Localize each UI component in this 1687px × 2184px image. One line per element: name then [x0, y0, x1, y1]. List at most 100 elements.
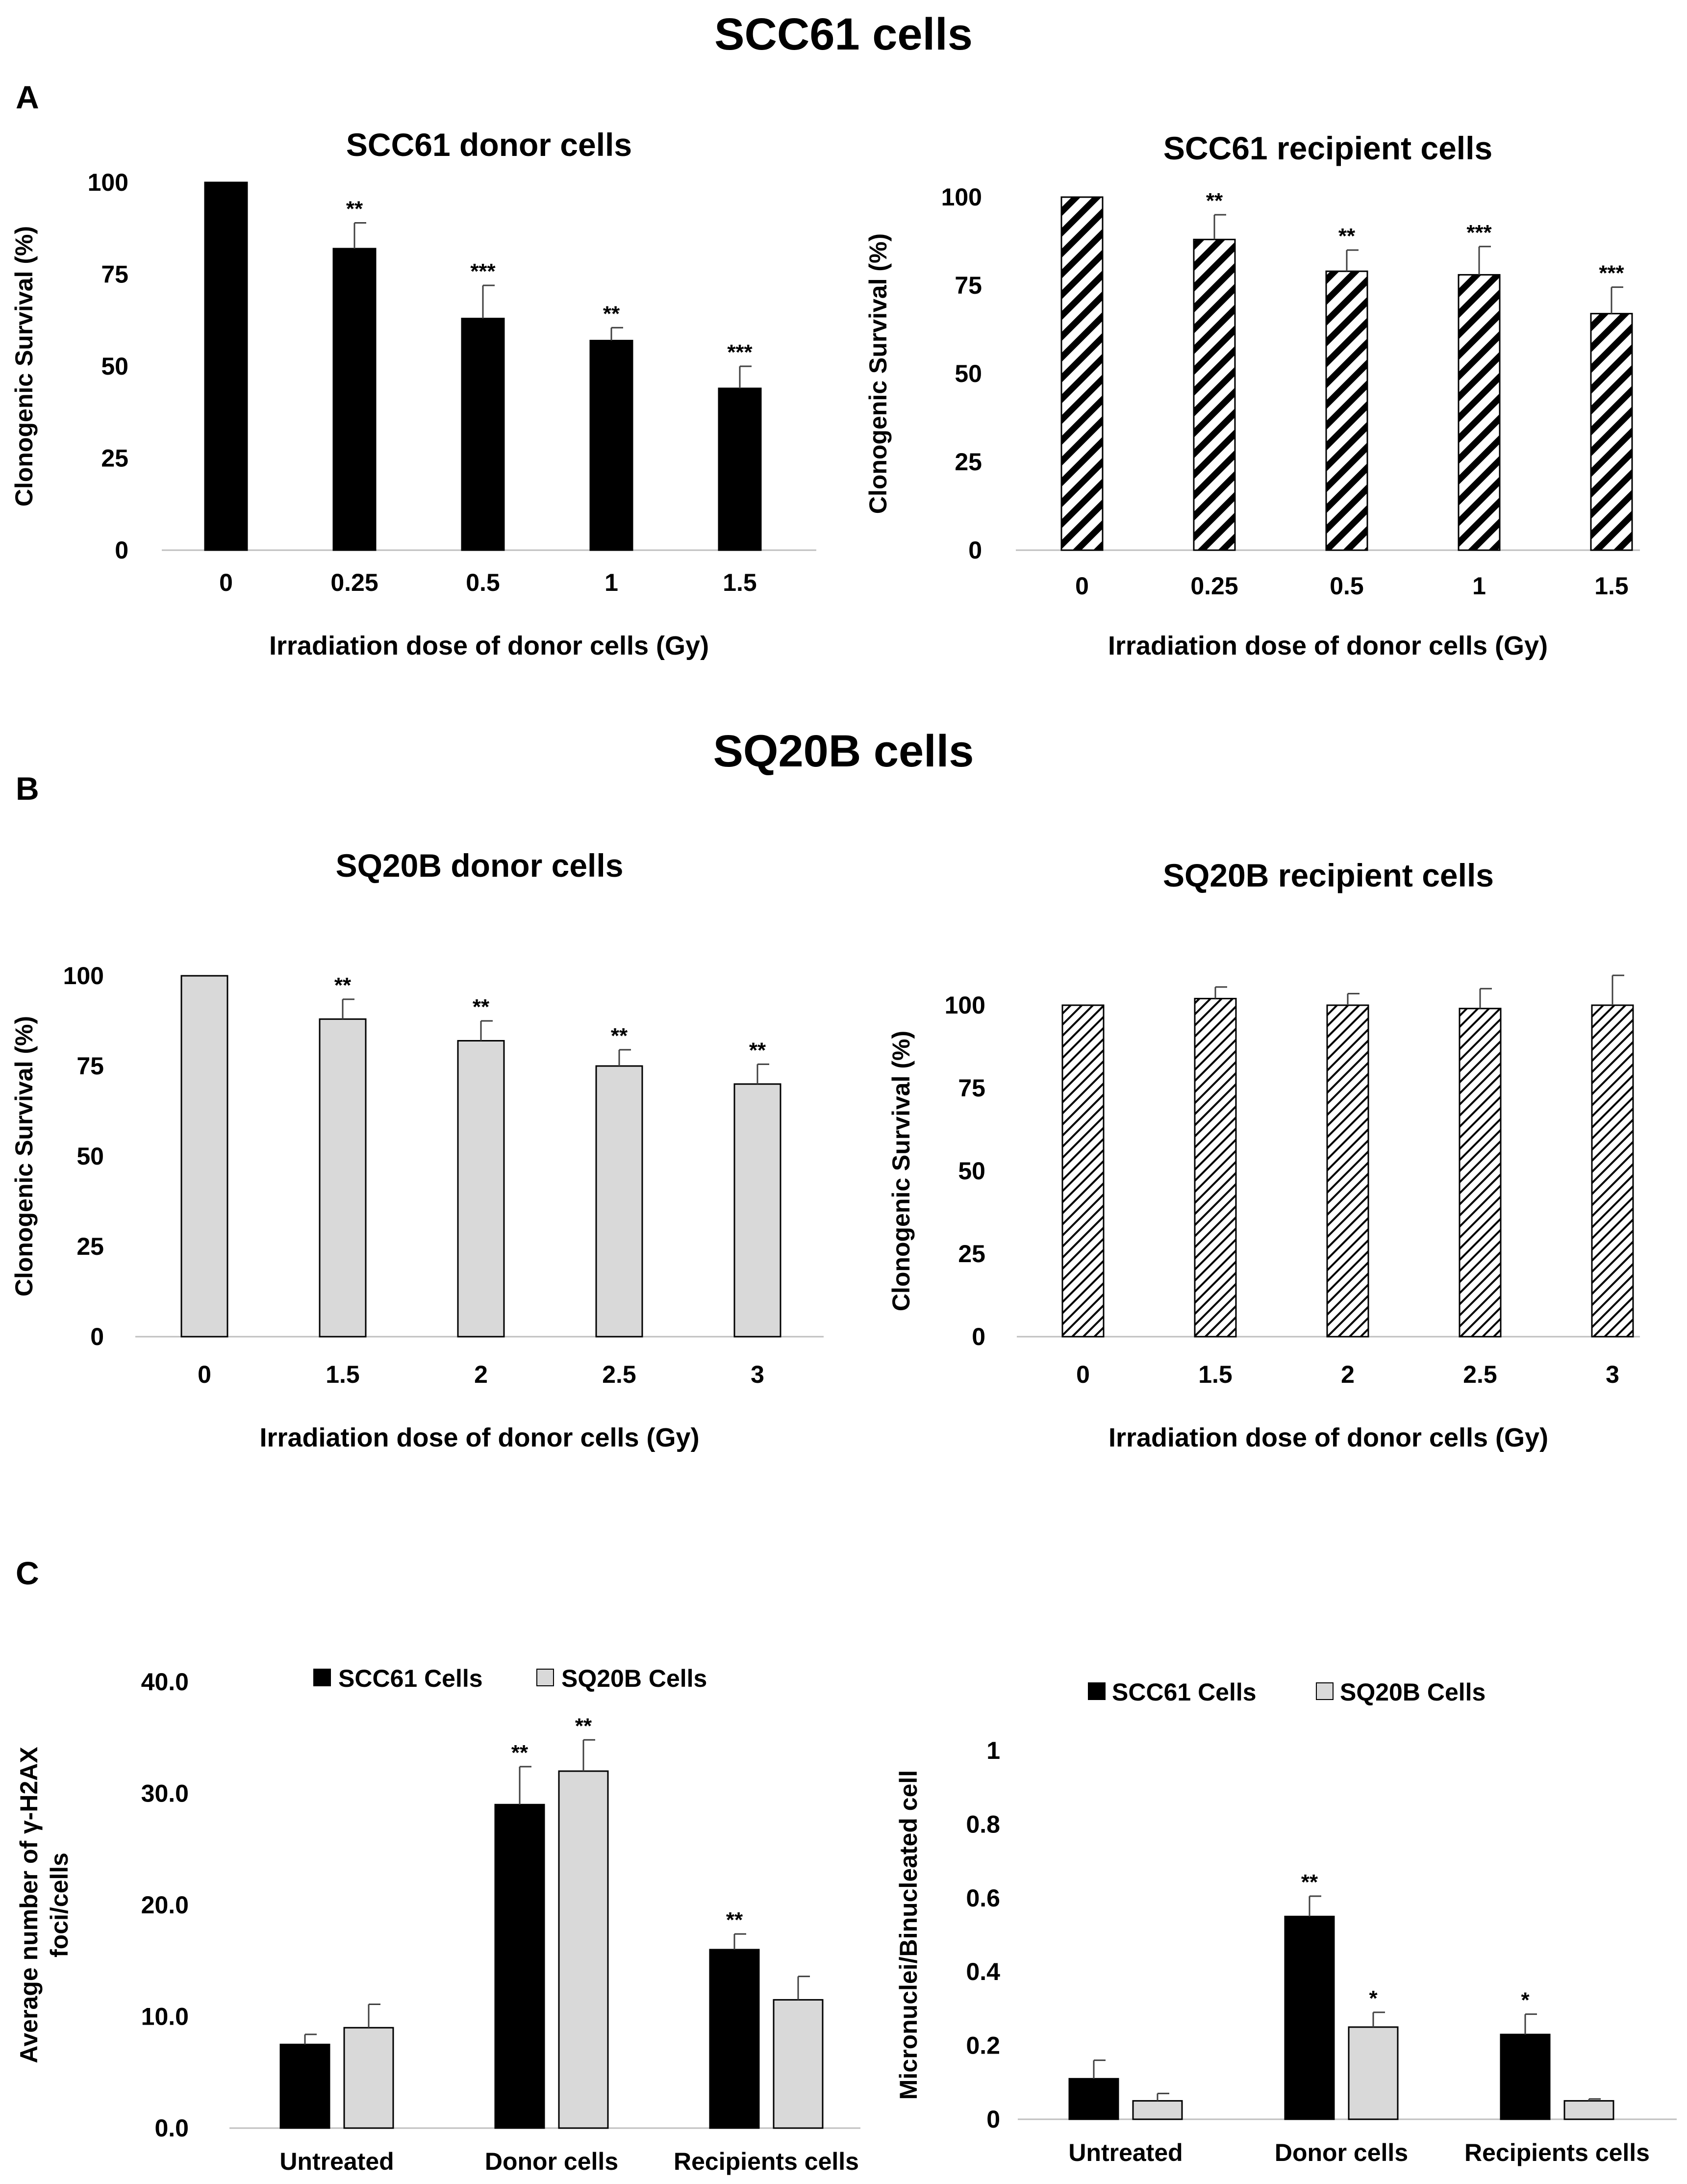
- bar: [1348, 2026, 1399, 2120]
- bar: [494, 1803, 545, 2129]
- legend-swatch: [536, 1669, 554, 1686]
- legend-label: SCC61 Cells: [1112, 1678, 1257, 1706]
- x-tick-label: 0.5: [1330, 572, 1364, 600]
- x-axis-label: Irradiation dose of donor cells (Gy): [259, 1423, 699, 1452]
- panel-label-b: B: [16, 770, 39, 807]
- y-tick-label: 0: [90, 1323, 104, 1350]
- significance-marker: **: [511, 1741, 529, 1765]
- legend-swatch: [1316, 1682, 1334, 1700]
- significance-marker: **: [603, 302, 620, 326]
- x-axis-label: Irradiation dose of donor cells (Gy): [1108, 631, 1548, 660]
- x-tick-label: 1: [1472, 572, 1486, 600]
- significance-marker: ***: [727, 340, 753, 364]
- y-axis-label: Micronuclei/Binucleated cell: [895, 1770, 922, 2100]
- x-tick-label: 1: [604, 569, 618, 596]
- bar: [733, 1083, 781, 1338]
- y-tick-label: 0: [972, 1323, 985, 1350]
- y-tick-label: 50: [76, 1143, 104, 1170]
- bar: [558, 1770, 609, 2129]
- significance-marker: *: [1369, 1986, 1378, 2010]
- y-axis-label: Average number of γ-H2AX foci/cells: [15, 1747, 73, 2063]
- y-tick-label: 20.0: [141, 1891, 189, 1919]
- bar: [709, 1949, 760, 2129]
- x-tick-label: 1.5: [1198, 1361, 1233, 1388]
- bar: [595, 1065, 643, 1338]
- bar: [1194, 997, 1237, 1338]
- bar: [461, 318, 505, 551]
- x-tick-label: 2: [1341, 1361, 1355, 1388]
- bar: [1500, 2033, 1551, 2120]
- bar: [589, 340, 633, 551]
- bar: [1590, 313, 1633, 551]
- bar: [1061, 1004, 1105, 1338]
- y-tick-label: 10.0: [141, 2003, 189, 2031]
- bar: [319, 1018, 367, 1338]
- bar: [180, 975, 228, 1338]
- y-tick-label: 75: [101, 261, 128, 288]
- y-tick-label: 25: [101, 445, 128, 472]
- y-tick-label: 50: [958, 1157, 985, 1185]
- x-tick-label: Untreated: [279, 2148, 394, 2175]
- significance-marker: **: [611, 1024, 628, 1048]
- y-tick-label: 100: [945, 991, 985, 1019]
- significance-marker: **: [726, 1908, 743, 1932]
- y-tick-label: 25: [958, 1240, 985, 1268]
- chart-title: SCC61 recipient cells: [1163, 130, 1492, 166]
- significance-marker: **: [575, 1714, 592, 1738]
- y-tick-label: 75: [76, 1052, 104, 1080]
- y-tick-label: 100: [941, 183, 982, 211]
- bar: [1591, 1004, 1634, 1338]
- y-axis-label-line: Average number of γ-H2AX: [15, 1747, 43, 2063]
- significance-marker: ***: [1466, 221, 1492, 245]
- y-axis-label: Clonogenic Survival (%): [10, 226, 38, 507]
- bar: [1068, 2078, 1119, 2120]
- y-tick-label: 0.2: [966, 2032, 1000, 2059]
- x-tick-label: Donor cells: [1275, 2139, 1408, 2166]
- bar: [457, 1040, 505, 1338]
- significance-marker: *: [1521, 1988, 1530, 2012]
- y-tick-label: 0: [986, 2106, 1000, 2133]
- bar: [1326, 1004, 1369, 1338]
- x-axis-label: Irradiation dose of donor cells (Gy): [269, 631, 709, 660]
- x-tick-label: Recipients cells: [674, 2148, 859, 2175]
- legend-label: SQ20B Cells: [561, 1665, 707, 1692]
- significance-marker: **: [1301, 1870, 1318, 1894]
- y-tick-label: 40.0: [141, 1668, 189, 1696]
- x-tick-label: 1.5: [723, 569, 757, 596]
- y-tick-label: 0.8: [966, 1810, 1000, 1838]
- y-tick-label: 0.4: [966, 1958, 1000, 1985]
- y-tick-label: 0: [968, 536, 982, 564]
- x-tick-label: 3: [1606, 1361, 1619, 1388]
- significance-marker: **: [749, 1038, 766, 1062]
- x-tick-label: 0: [1076, 1361, 1090, 1388]
- bar: [1060, 196, 1104, 551]
- x-tick-label: 2.5: [602, 1361, 636, 1388]
- bar: [1563, 2100, 1614, 2120]
- chart-title: SCC61 donor cells: [346, 127, 632, 163]
- y-tick-label: 50: [101, 353, 128, 380]
- bar: [204, 181, 248, 551]
- bar: [1284, 1915, 1335, 2120]
- y-tick-label: 100: [63, 962, 104, 990]
- bar: [1459, 1008, 1502, 1338]
- legend-label: SCC61 Cells: [338, 1665, 483, 1692]
- y-tick-label: 0: [115, 536, 128, 564]
- y-tick-label: 30.0: [141, 1780, 189, 1807]
- significance-marker: ***: [470, 259, 496, 283]
- heading-sq20b: SQ20B cells: [713, 726, 974, 776]
- x-tick-label: 2: [474, 1361, 488, 1388]
- y-tick-label: 25: [76, 1233, 104, 1260]
- panel-label-c: C: [16, 1555, 39, 1591]
- significance-marker: ***: [1599, 261, 1624, 285]
- y-tick-label: 1: [986, 1737, 1000, 1764]
- y-tick-label: 0.0: [154, 2114, 189, 2142]
- chart-title: SQ20B donor cells: [336, 847, 624, 884]
- significance-marker: **: [1338, 224, 1356, 248]
- x-tick-label: 0.5: [466, 569, 500, 596]
- significance-marker: **: [1206, 189, 1223, 213]
- x-tick-label: 0.25: [1190, 572, 1238, 600]
- y-tick-label: 0.6: [966, 1884, 1000, 1912]
